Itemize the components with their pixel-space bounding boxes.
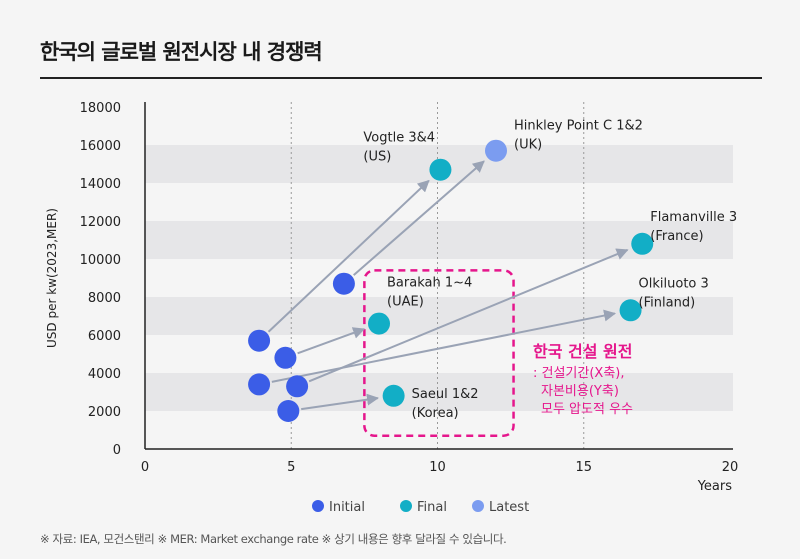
legend-label: Initial: [329, 500, 365, 515]
point-label: (US): [363, 150, 391, 165]
annotation-line: : 건설기간(X축),: [533, 366, 625, 381]
arrow: [301, 393, 379, 411]
final-point: [631, 232, 654, 255]
y-tick-label: 14000: [80, 177, 121, 192]
point-label: Saeul 1&2: [412, 387, 479, 402]
y-tick-label: 2000: [88, 405, 121, 420]
y-tick-label: 8000: [88, 291, 121, 306]
x-tick-label: 0: [141, 460, 149, 475]
arrow: [271, 309, 617, 383]
latest-point: [485, 139, 507, 162]
title-divider: [40, 77, 762, 79]
legend-marker: [312, 500, 324, 512]
point-label: (Korea): [412, 406, 459, 421]
y-axis-label: USD per kw(2023,MER): [45, 208, 59, 348]
x-axis-label: Years: [697, 479, 733, 494]
point-label: (Finland): [639, 295, 696, 310]
point-label: Hinkley Point C 1&2: [514, 119, 643, 134]
arrow: [308, 248, 629, 383]
y-tick-label: 16000: [80, 139, 121, 154]
x-tick-label: 20: [722, 460, 739, 475]
y-tick-label: 4000: [88, 367, 121, 382]
initial-point: [277, 400, 300, 422]
arrow: [267, 179, 430, 333]
initial-point: [274, 346, 297, 369]
x-tick-label: 10: [429, 460, 446, 475]
final-point: [382, 384, 405, 407]
legend-label: Final: [417, 500, 447, 515]
point-label: (UAE): [387, 295, 424, 310]
point-label: (UK): [514, 138, 542, 153]
point-label: Olkiluoto 3: [639, 276, 709, 291]
final-point: [619, 299, 642, 322]
arrow: [297, 327, 366, 355]
initial-point: [332, 272, 355, 295]
y-tick-label: 18000: [80, 101, 121, 116]
annotation-title: 한국 건설 원전: [533, 342, 632, 361]
initial-point: [286, 375, 309, 398]
band: [145, 373, 733, 411]
point-label: Flamanville 3: [650, 210, 737, 225]
y-tick-label: 12000: [80, 215, 121, 230]
legend-marker: [400, 500, 412, 512]
final-point: [368, 312, 390, 335]
final-point: [429, 158, 452, 181]
point-label: (France): [650, 229, 703, 244]
y-tick-label: 6000: [88, 329, 121, 344]
point-label: Vogtle 3&4: [363, 131, 435, 146]
page-title: 한국의 글로벌 원전시장 내 경쟁력: [40, 40, 323, 64]
initial-point: [248, 373, 271, 396]
x-tick-label: 15: [575, 460, 592, 475]
x-tick-label: 5: [287, 460, 295, 475]
footnote: ※ 자료: IEA, 모건스탠리 ※ MER: Market exchange …: [40, 532, 507, 546]
point-label: Barakah 1~4: [387, 276, 472, 291]
initial-point: [248, 329, 271, 352]
legend-marker: [472, 500, 484, 512]
y-tick-label: 10000: [80, 253, 121, 268]
annotation-line: 모두 압도적 우수: [541, 402, 633, 417]
arrow: [353, 160, 485, 276]
y-tick-label: 0: [113, 443, 121, 458]
highlight-box: [363, 269, 515, 437]
legend-label: Latest: [489, 500, 529, 515]
annotation-line: 자본비용(Y축): [541, 384, 619, 399]
